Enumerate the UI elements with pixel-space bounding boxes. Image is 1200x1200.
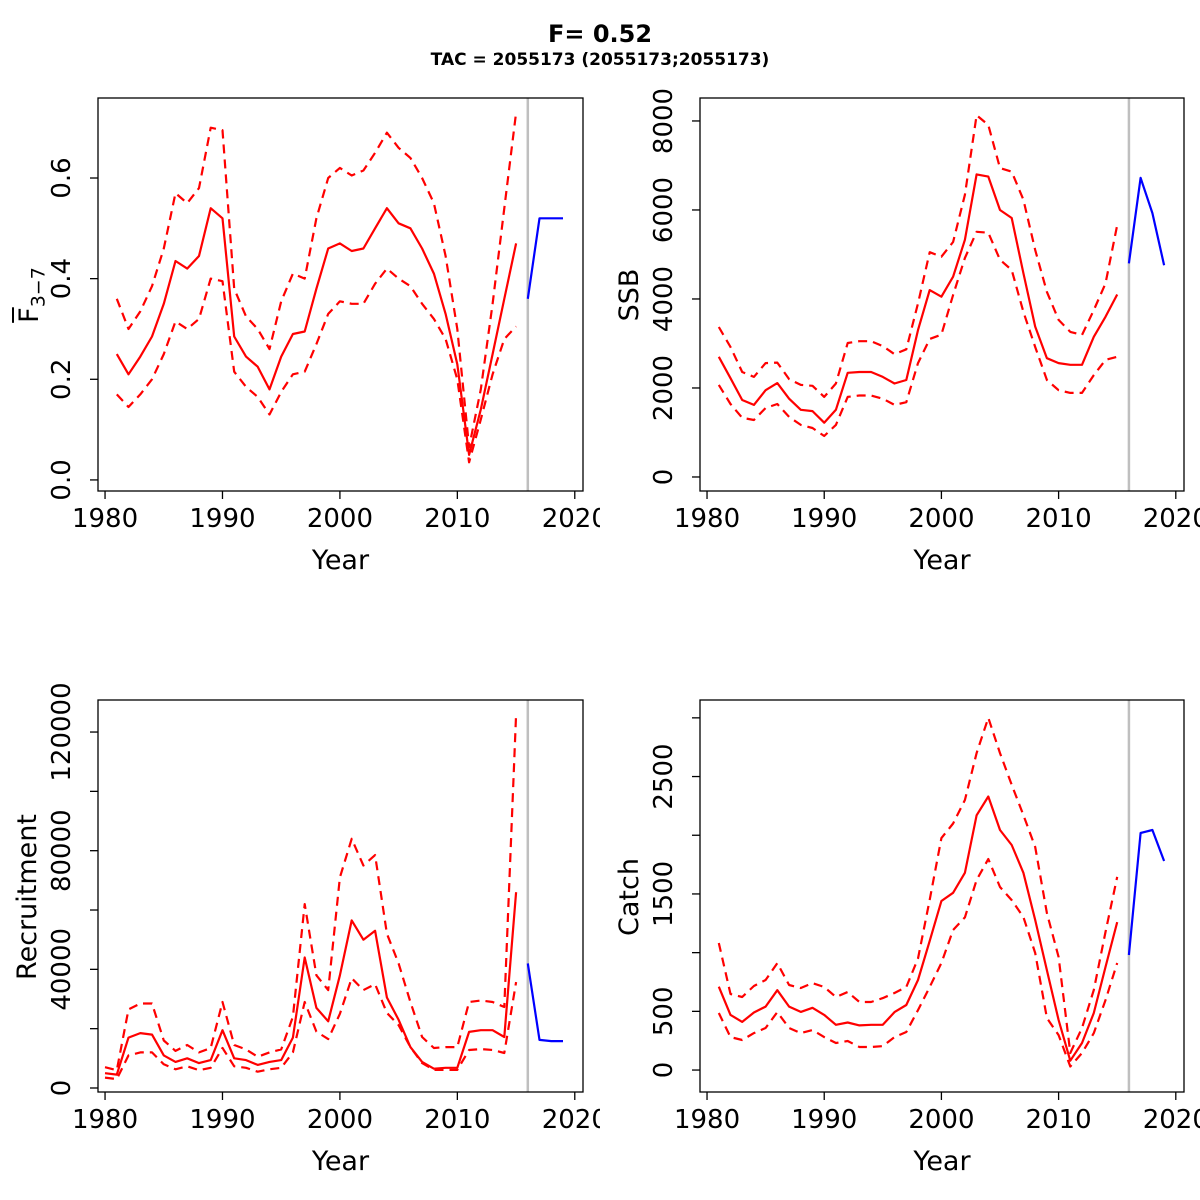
- fbar-x-tick-label: 2000: [307, 504, 373, 534]
- catch-upper-ci-line: [717, 716, 1119, 1055]
- catch-estimate-line: [717, 795, 1119, 1062]
- recruitment-estimate-line: [104, 892, 518, 1076]
- recruitment-x-tick-label: 2020: [542, 1105, 600, 1135]
- ssb-x-tick-label: 2010: [1026, 504, 1092, 534]
- ssb-y-tick-label: 4000: [649, 266, 679, 332]
- ssb-x-tick-label: 2020: [1143, 504, 1200, 534]
- ssb-y-tick-label: 8000: [649, 88, 679, 154]
- figure-title: F= 0.52: [547, 20, 653, 48]
- fbar-x-tick-label: 2020: [542, 504, 600, 534]
- catch-y-tick-label: 500: [649, 986, 679, 1036]
- recruitment-y-tick-label: 120000: [47, 682, 77, 781]
- fbar-panel: 1980 1990 2000 2010 2020 0.0 0.2 0.4 0.6 Year: [47, 97, 600, 576]
- recruitment-y-tick-label: 80000: [47, 809, 77, 892]
- catch-y-tick-label: 1500: [649, 861, 679, 927]
- recruitment-lower-ci-line: [104, 977, 518, 1081]
- fbar-y-tick-label: 0.6: [47, 157, 77, 198]
- recruitment-y-tick-label: 40000: [47, 928, 77, 1011]
- fbar-y-axis-label: F3−7: [14, 267, 50, 323]
- catch-x-tick-label: 2020: [1143, 1105, 1200, 1135]
- catch-plot-box: [699, 699, 1185, 1093]
- catch-forecast-line: [1127, 828, 1166, 956]
- recruitment-upper-ci-line: [104, 714, 518, 1072]
- ssb-y-axis-label: SSB: [614, 268, 645, 322]
- recruitment-y-tick-label: 0: [47, 1080, 77, 1097]
- ssb-y-tick-label: 2000: [649, 355, 679, 421]
- recruitment-x-tick-label: 2010: [424, 1105, 490, 1135]
- ssb-x-tick-label: 2000: [908, 504, 974, 534]
- figure-subtitle-tac: TAC = 2055173 (2055173;2055173): [430, 50, 770, 70]
- catch-y-tick-label: 2500: [649, 743, 679, 809]
- ssb-x-axis-label: Year: [912, 545, 971, 576]
- ssb-forecast-line: [1127, 176, 1166, 266]
- recruitment-x-tick-label: 1980: [72, 1105, 138, 1135]
- catch-x-tick-label: 2000: [908, 1105, 974, 1135]
- fbar-estimate-line: [115, 207, 518, 456]
- fbar-upper-ci-line: [115, 112, 518, 449]
- catch-x-tick-label: 2010: [1026, 1105, 1092, 1135]
- fbar-y-tick-label: 0.4: [47, 258, 77, 299]
- fbar-forecast-line: [526, 217, 563, 299]
- ssb-y-tick-label: 6000: [649, 177, 679, 243]
- catch-x-tick-label: 1990: [791, 1105, 857, 1135]
- fbar-y-tick-label: 0.0: [47, 459, 77, 500]
- recruitment-x-tick-label: 2000: [307, 1105, 373, 1135]
- recruitment-forecast-line: [526, 963, 563, 1043]
- recruitment-x-axis-label: Year: [311, 1146, 370, 1177]
- ssb-upper-ci-line: [717, 114, 1119, 398]
- fbar-x-tick-label: 1980: [72, 504, 138, 534]
- catch-panel: 1980 1990 2000 2010 2020 0 500 1500 2500 Year: [649, 699, 1200, 1177]
- recruitment-panel: 1980 1990 2000 2010 2020 0 40000 80000 120000 Yea…: [47, 682, 600, 1177]
- catch-x-tick-label: 1980: [674, 1105, 740, 1135]
- recruitment-x-tick-label: 1990: [189, 1105, 255, 1135]
- ssb-lower-ci-line: [717, 230, 1118, 438]
- ssb-y-tick-label: 0: [649, 469, 679, 486]
- fbar-x-axis-label: Year: [311, 545, 370, 576]
- ssb-x-tick-label: 1980: [674, 504, 740, 534]
- catch-y-tick-label: 0: [649, 1062, 679, 1079]
- ssb-panel: 1980 1990 2000 2010 2020 0 2000 4000 6000 8000 Yea…: [649, 88, 1200, 576]
- fbar-x-tick-label: 1990: [189, 504, 255, 534]
- fbar-x-tick-label: 2010: [424, 504, 490, 534]
- recruitment-plot-box: [97, 699, 584, 1093]
- catch-x-axis-label: Year: [912, 1146, 971, 1177]
- fbar-lower-ci-line: [115, 267, 517, 464]
- fbar-y-tick-label: 0.2: [47, 359, 77, 400]
- ssb-x-tick-label: 1990: [791, 504, 857, 534]
- catch-y-axis-label: Catch: [614, 858, 645, 936]
- catch-lower-ci-line: [717, 857, 1119, 1068]
- ssb-estimate-line: [717, 173, 1119, 424]
- fbar-plot-box: [97, 97, 584, 492]
- recruitment-y-axis-label: Recruitment: [12, 814, 43, 980]
